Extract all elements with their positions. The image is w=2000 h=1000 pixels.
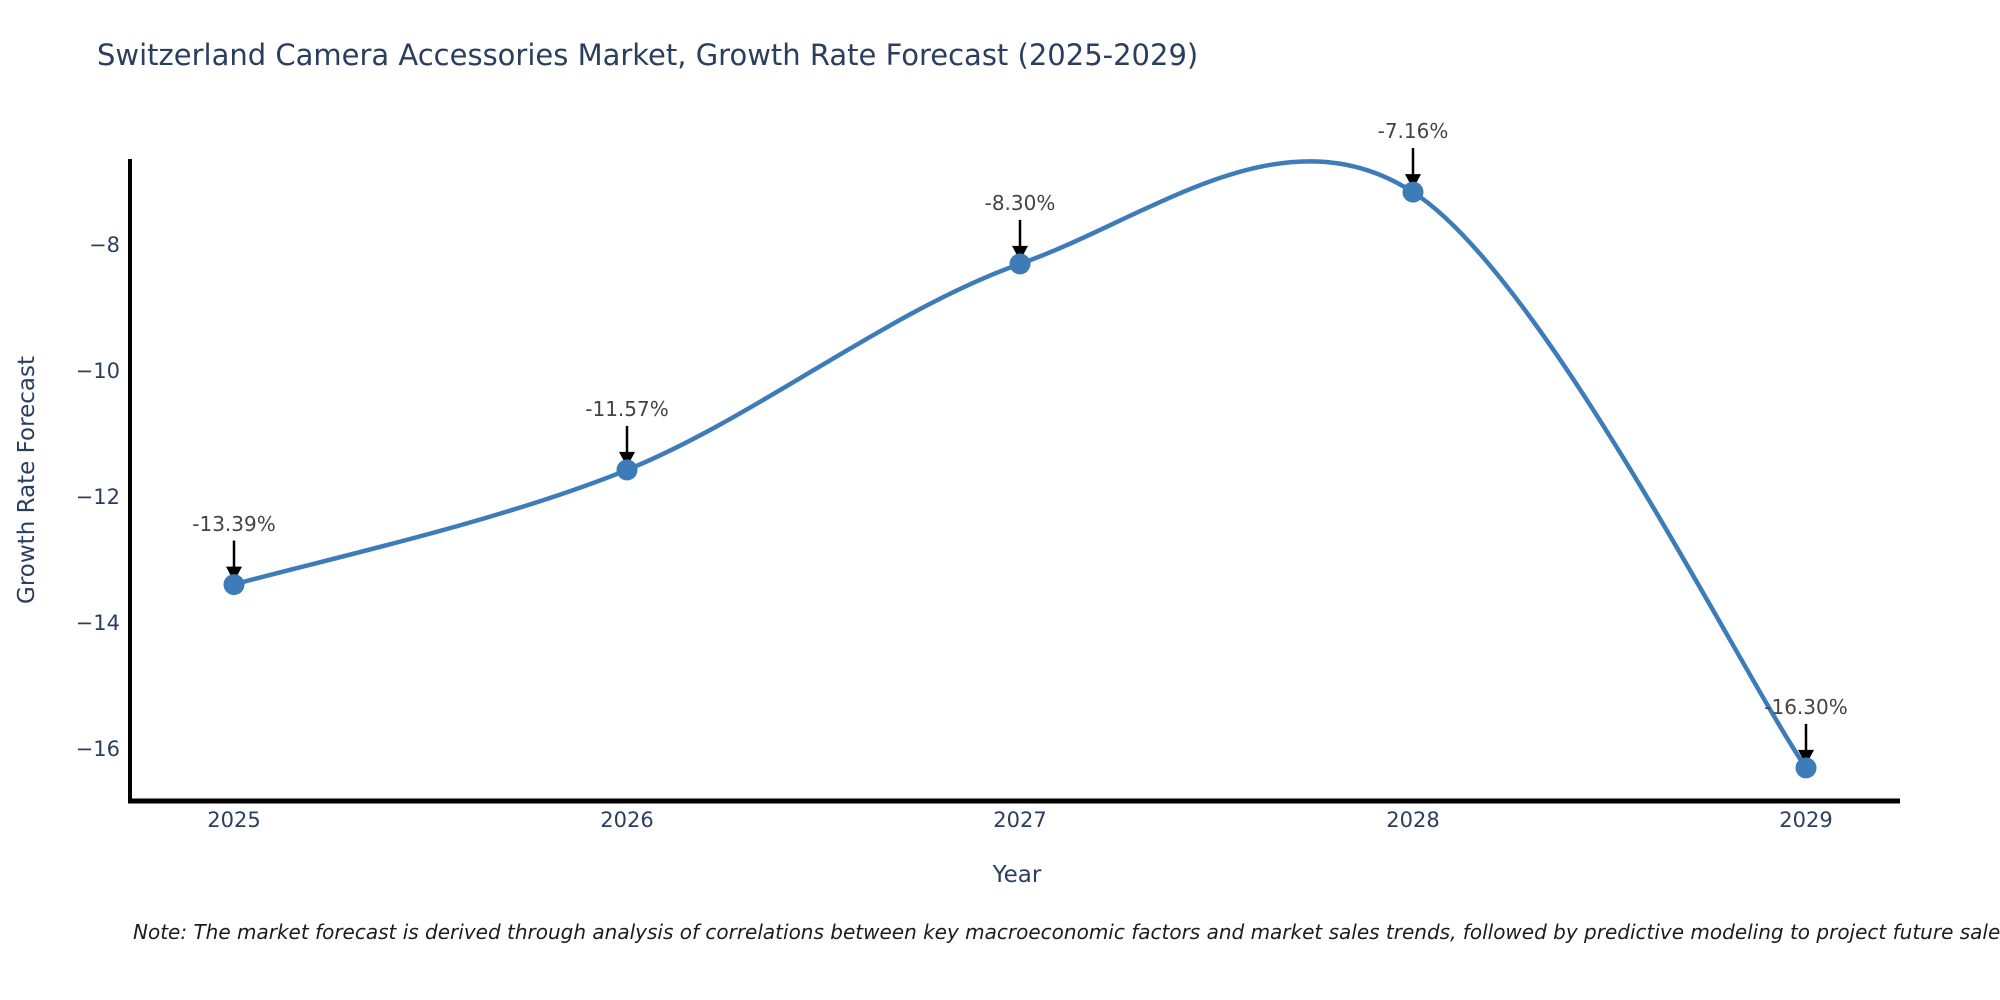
x-axis-title: Year: [992, 862, 1042, 888]
point-label-2025: -13.39%: [192, 511, 276, 536]
y-tick-label: −8: [89, 233, 120, 257]
point-label-2029: -16.30%: [1764, 694, 1848, 719]
chart-title: Switzerland Camera Accessories Market, G…: [97, 38, 1199, 72]
y-tick-label: −14: [75, 611, 120, 635]
y-tick-label: −10: [75, 359, 120, 383]
forecast-line: [231, 159, 1809, 771]
x-tick-label: 2028: [1386, 808, 1440, 832]
data-point-2025[interactable]: [223, 574, 245, 596]
point-label-2026: -11.57%: [585, 396, 669, 421]
x-tick-label: 2025: [207, 808, 261, 832]
x-tick-label: 2029: [1779, 808, 1833, 832]
point-label-2028: -7.16%: [1377, 119, 1449, 144]
x-tick-label: 2026: [600, 808, 654, 832]
y-tick-label: −12: [75, 485, 120, 509]
data-point-2026[interactable]: [616, 459, 638, 481]
data-point-2027[interactable]: [1009, 253, 1031, 275]
point-label-2027: -8.30%: [984, 190, 1056, 215]
y-axis-title: Growth Rate Forecast: [14, 356, 40, 604]
data-point-2028[interactable]: [1402, 181, 1424, 203]
data-point-2029[interactable]: [1795, 757, 1817, 779]
x-tick-label: 2027: [993, 808, 1047, 832]
y-tick-label: −16: [75, 737, 120, 761]
footnote: Note: The market forecast is derived thr…: [133, 920, 2000, 944]
